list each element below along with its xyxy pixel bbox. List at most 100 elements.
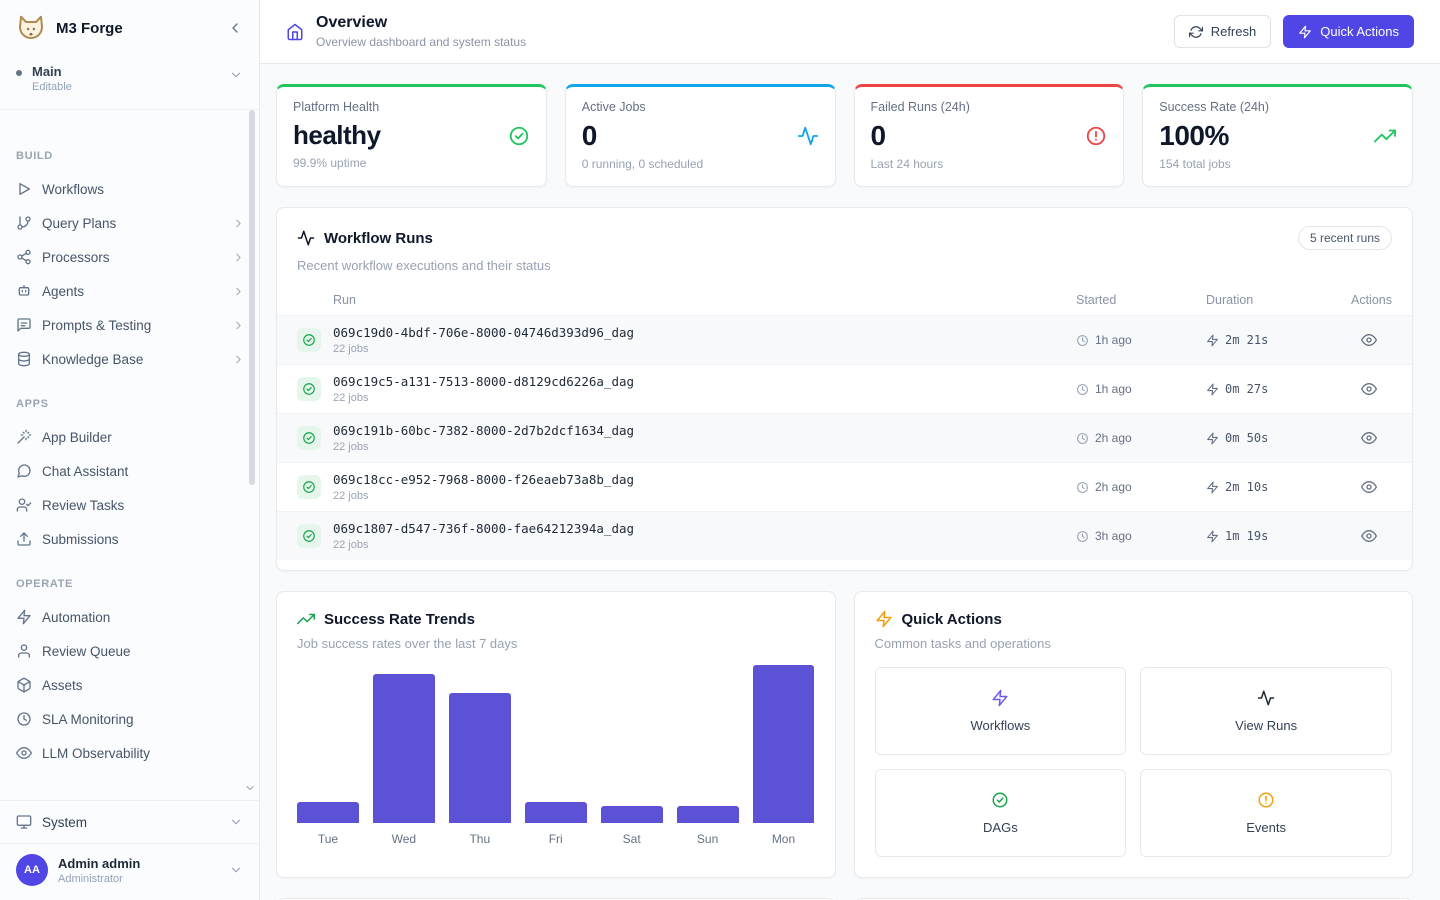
run-name: 069c19d0-4bdf-706e-8000-04746d393d96_dag [333, 325, 635, 340]
run-status-success-icon [297, 475, 321, 499]
sidebar-item-workflows[interactable]: Workflows [0, 172, 259, 206]
play-icon [16, 181, 32, 197]
bar-fri [524, 802, 587, 823]
quick-action-events[interactable]: Events [1140, 769, 1392, 857]
sidebar-item-submissions[interactable]: Submissions [0, 522, 259, 556]
run-started: 3h ago [1095, 529, 1132, 543]
column-header-run: Run [333, 293, 356, 307]
run-status-success-icon [297, 524, 321, 548]
sidebar-item-prompts-testing[interactable]: Prompts & Testing [0, 308, 259, 342]
chevron-right-icon [232, 217, 245, 230]
stat-sub: Last 24 hours [870, 157, 944, 171]
system-label: System [42, 814, 88, 830]
column-header-duration: Duration [1206, 293, 1254, 307]
trending-up-icon [297, 610, 315, 628]
activity-icon [1257, 689, 1275, 707]
user-menu[interactable]: AA Admin admin Administrator [0, 843, 259, 900]
zap-icon [1206, 334, 1219, 347]
clock-icon [1076, 334, 1089, 347]
sidebar-item-agents[interactable]: Agents [0, 274, 259, 308]
box-icon [16, 677, 32, 693]
trends-title: Success Rate Trends [324, 610, 475, 628]
quick-action-dags[interactable]: DAGs [874, 769, 1127, 857]
nav-section-operate: OPERATE Automation Review Queue Assets S… [0, 578, 259, 770]
table-row: 069c19d0-4bdf-706e-8000-04746d393d96_dag… [277, 315, 1412, 364]
quick-actions-title: Quick Actions [901, 610, 1002, 628]
view-run-button[interactable] [1357, 426, 1381, 450]
sidebar-item-chat-assistant[interactable]: Chat Assistant [0, 454, 259, 488]
sidebar-item-label: Workflows [42, 181, 105, 197]
sidebar-item-review-tasks[interactable]: Review Tasks [0, 488, 259, 522]
workflow-runs-card: Workflow Runs 5 recent runs Recent workf… [276, 207, 1413, 571]
zap-icon [875, 610, 893, 628]
page-header: Overview Overview dashboard and system s… [260, 0, 1440, 64]
quick-action-label: Events [1246, 820, 1286, 835]
chevron-right-icon [232, 319, 245, 332]
user-role: Administrator [58, 872, 123, 885]
scroll-down-indicator-icon [244, 782, 256, 794]
workflow-runs-subtitle: Recent workflow executions and their sta… [297, 258, 551, 273]
clock-icon [1076, 432, 1089, 445]
sidebar-item-query-plans[interactable]: Query Plans [0, 206, 259, 240]
refresh-button[interactable]: Refresh [1173, 15, 1272, 48]
run-started: 2h ago [1095, 431, 1132, 445]
quick-action-view-runs[interactable]: View Runs [1140, 667, 1392, 755]
axis-label: Mon [771, 832, 796, 846]
bar-thu [448, 693, 511, 823]
stat-label: Active Jobs [581, 100, 646, 114]
eye-icon [1361, 430, 1377, 446]
view-run-button[interactable] [1357, 328, 1381, 352]
sidebar-item-llm-observability[interactable]: LLM Observability [0, 736, 259, 770]
quick-action-label: DAGs [983, 820, 1018, 835]
clock-icon [1076, 383, 1089, 396]
axis-label: Sat [622, 832, 641, 846]
sidebar-item-app-builder[interactable]: App Builder [0, 420, 259, 454]
user-icon [16, 643, 32, 659]
axis-label: Thu [469, 832, 491, 846]
axis-label: Fri [548, 832, 563, 846]
run-name: 069c1807-d547-736f-8000-fae64212394a_dag [333, 521, 635, 536]
sidebar-item-system[interactable]: System [0, 801, 259, 843]
run-name: 069c18cc-e952-7968-8000-f26eaeb73a8b_dag [333, 472, 635, 487]
run-duration: 2m 10s [1225, 480, 1269, 494]
bar-sun [676, 806, 739, 823]
sidebar-item-automation[interactable]: Automation [0, 600, 259, 634]
sidebar-scrollbar[interactable] [249, 110, 255, 485]
zap-icon [1206, 432, 1219, 445]
trending-up-icon [1374, 125, 1396, 147]
recent-runs-badge: 5 recent runs [1297, 226, 1392, 250]
stat-card-failed-runs: Failed Runs (24h) 0 Last 24 hours [853, 84, 1125, 187]
run-jobs: 22 jobs [333, 343, 369, 355]
sidebar-item-label: Automation [42, 609, 111, 625]
page-content: Platform Health healthy 99.9% uptime Act… [260, 64, 1440, 900]
sidebar-collapse-button[interactable] [227, 20, 243, 36]
run-duration: 1m 19s [1225, 529, 1269, 543]
axis-label: Wed [391, 832, 417, 846]
sidebar-item-label: App Builder [42, 429, 112, 445]
run-status-success-icon [297, 377, 321, 401]
trends-subtitle: Job success rates over the last 7 days [297, 636, 518, 651]
nodes-icon [16, 249, 32, 265]
view-run-button[interactable] [1357, 475, 1381, 499]
sidebar-item-sla-monitoring[interactable]: SLA Monitoring [0, 702, 259, 736]
zap-icon [16, 609, 32, 625]
table-row: 069c18cc-e952-7968-8000-f26eaeb73a8b_dag… [277, 462, 1412, 511]
logo-fox-icon [16, 13, 46, 43]
workspace-selector[interactable]: Main Editable [0, 56, 259, 110]
quick-action-workflows[interactable]: Workflows [874, 667, 1127, 755]
sidebar-footer: System AA Admin admin Administrator [0, 800, 259, 900]
clock-icon [1076, 530, 1089, 543]
sidebar-item-label: LLM Observability [42, 745, 151, 761]
sidebar-item-assets[interactable]: Assets [0, 668, 259, 702]
column-header-started: Started [1076, 293, 1117, 307]
sidebar-item-review-queue[interactable]: Review Queue [0, 634, 259, 668]
quick-action-label: Workflows [970, 718, 1031, 733]
view-run-button[interactable] [1357, 377, 1381, 401]
sidebar-item-processors[interactable]: Processors [0, 240, 259, 274]
quick-actions-button[interactable]: Quick Actions [1283, 15, 1414, 48]
view-run-button[interactable] [1357, 524, 1381, 548]
stat-card-success-rate: Success Rate (24h) 100% 154 total jobs [1142, 84, 1413, 187]
sidebar-item-knowledge-base[interactable]: Knowledge Base [0, 342, 259, 376]
quick-action-label: View Runs [1235, 718, 1298, 733]
eye-icon [1361, 332, 1377, 348]
